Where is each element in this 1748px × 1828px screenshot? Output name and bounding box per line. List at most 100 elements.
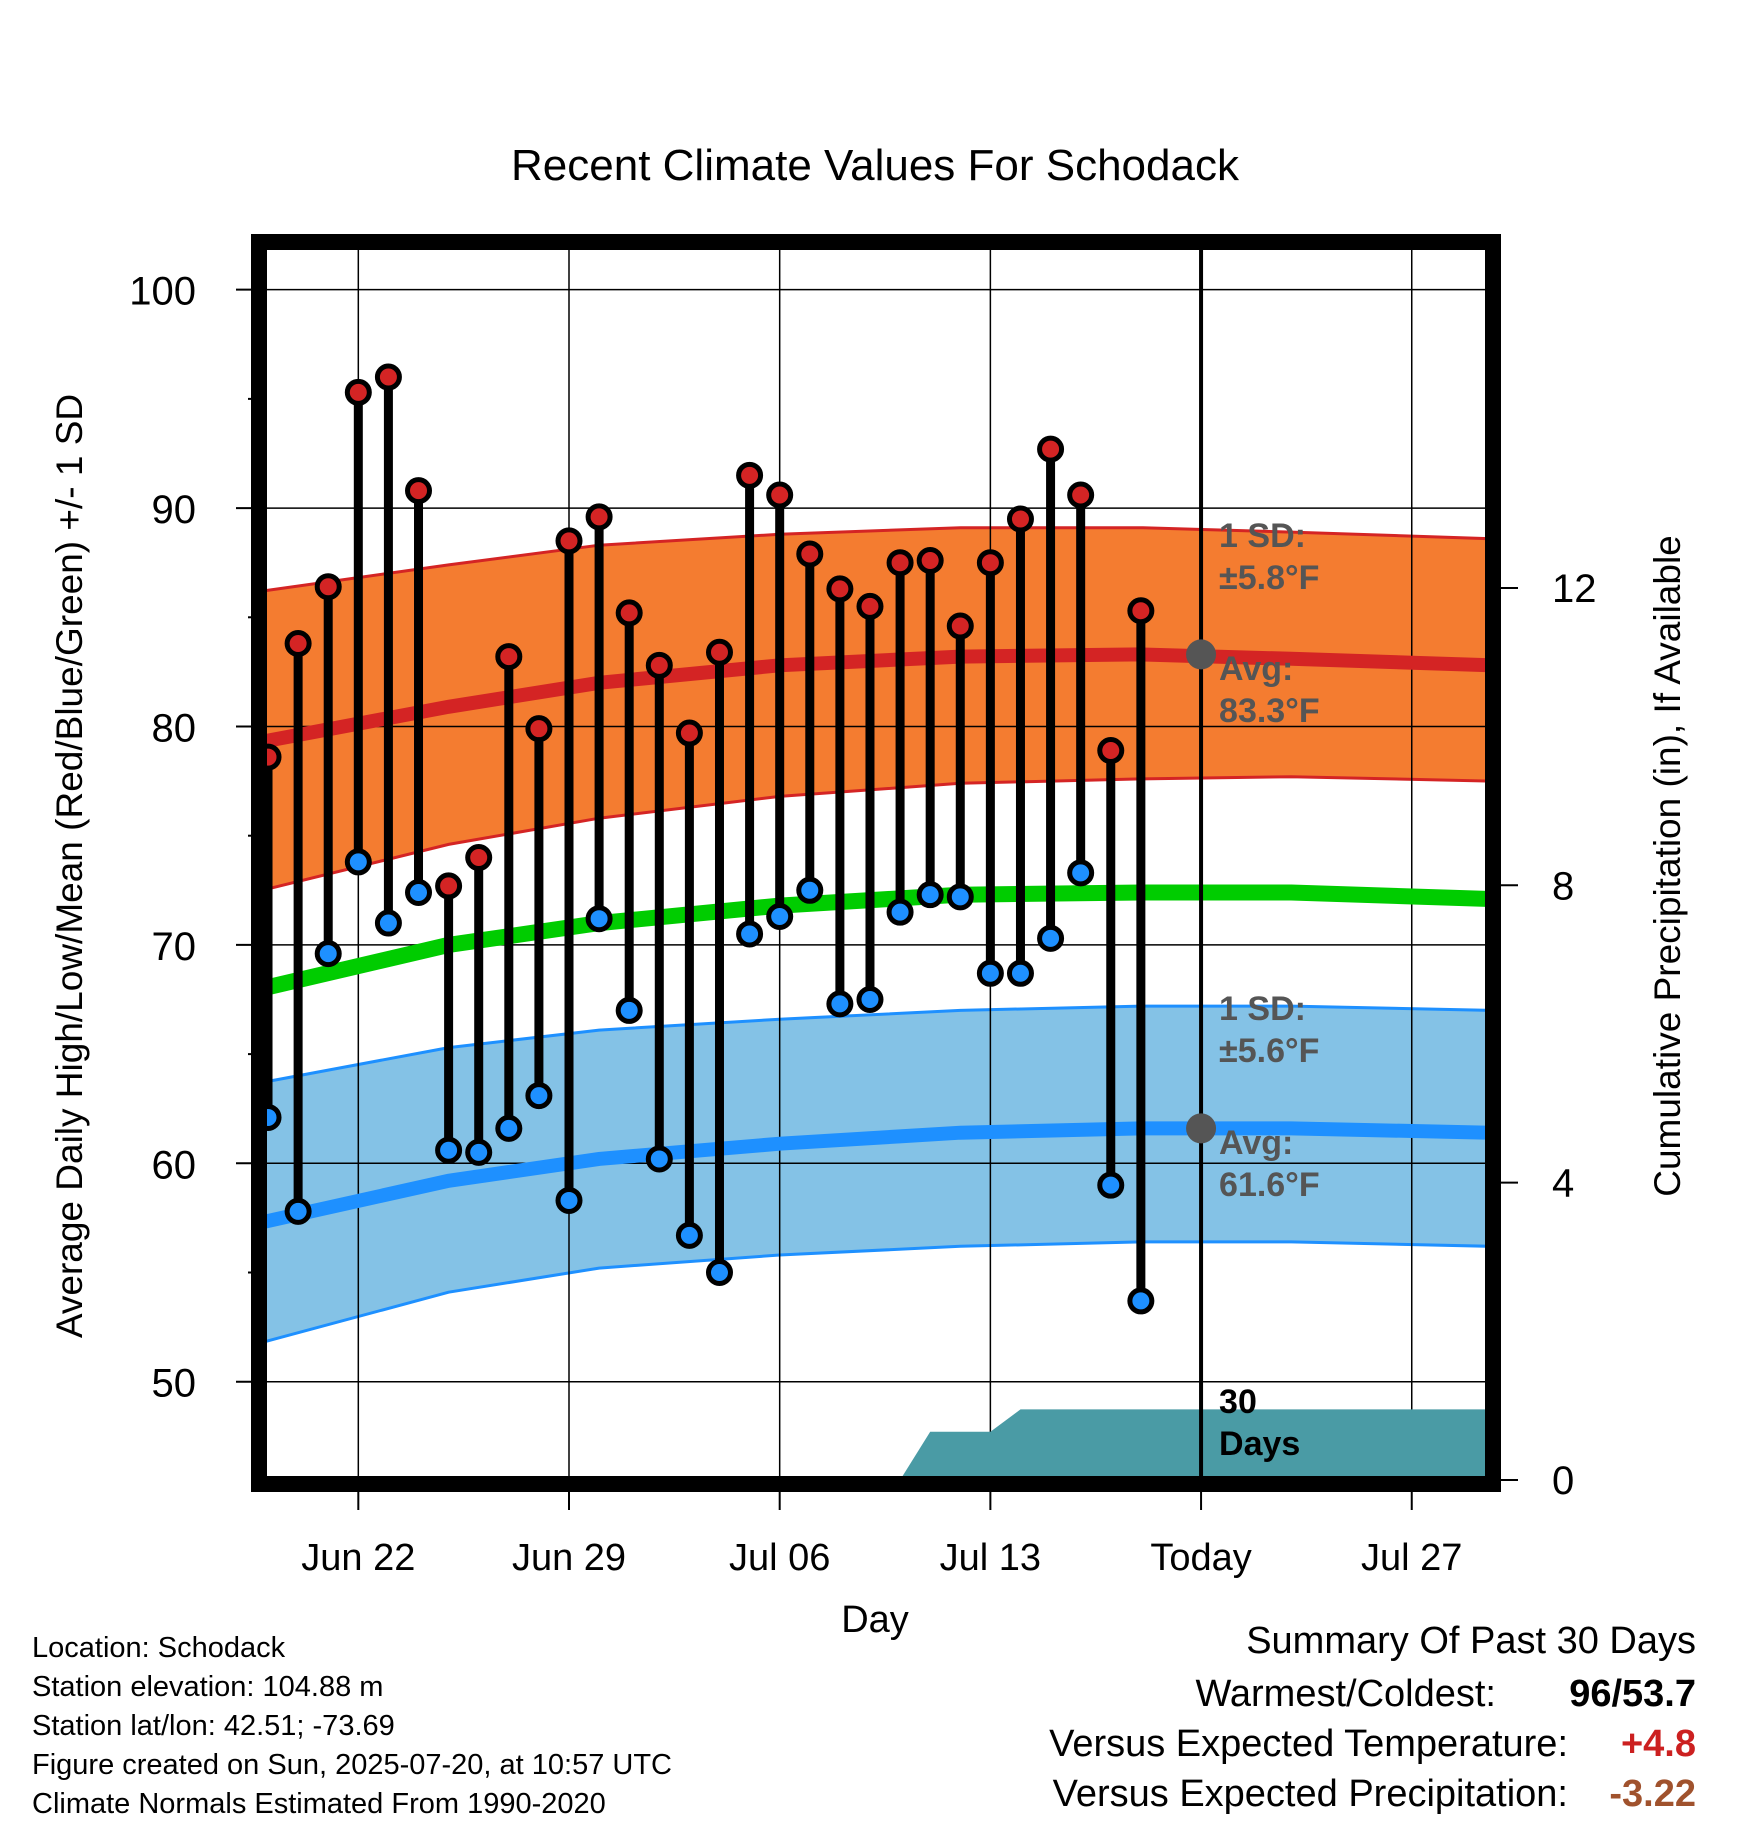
daily-low-point-28 [525,1082,553,1110]
low-avg-marker [1186,1113,1217,1144]
y-tick-label-90: 90 [152,488,197,532]
grid-lines [262,246,1490,1480]
x-tick-label-22: Jun 22 [301,1537,415,1579]
daily-high-point-45 [1037,435,1065,463]
daily-values [254,363,1155,1315]
daily-low-point-36 [766,903,794,931]
daily-high-point-28 [525,715,553,743]
precipitation-area [900,1409,1490,1480]
daily-low-point-22 [344,848,372,876]
low-sd-label-1: 1 SD: [1219,990,1306,1028]
y-tick-label-70: 70 [152,925,197,969]
daily-high-point-39 [856,592,884,620]
daily-low-point-34 [705,1259,733,1287]
daily-low-point-37 [796,876,824,904]
precip-area [900,1409,1490,1480]
info-created: Figure created on Sun, 2025-07-20, at 10… [32,1749,672,1781]
daily-high-point-21 [314,573,342,601]
days-label-1: 30 [1219,1383,1257,1421]
chart-title: Recent Climate Values For Schodack [511,141,1240,190]
summary-warmest-coldest-value: 96/53.7 [1569,1673,1696,1715]
axes: 50 60 70 80 90 100 0 4 8 12 Jun 22 Jun 29 Jul 06 Jul … [129,270,1596,1579]
daily-low-point-35 [736,920,764,948]
x-tick-label-43: Jul 13 [940,1537,1041,1579]
daily-high-point-30 [585,503,613,531]
daily-low-point-40 [886,898,914,926]
daily-low-point-48 [1127,1287,1155,1315]
x-axis-title: Day [841,1599,909,1641]
x-tick-label-50: Today [1150,1537,1251,1579]
daily-low-point-33 [675,1221,703,1249]
info-normals: Climate Normals Estimated From 1990-2020 [32,1788,606,1820]
daily-low-point-26 [465,1138,493,1166]
daily-high-point-43 [976,549,1004,577]
daily-high-point-40 [886,549,914,577]
y-right-tick-label-4: 4 [1552,1162,1574,1206]
daily-high-point-42 [946,612,974,640]
daily-low-point-47 [1097,1171,1125,1199]
annotations: 1 SD: ±5.8°F Avg: 83.3°F 1 SD: ±5.6°F Avg: 61.6… [1186,517,1320,1463]
daily-low-point-44 [1006,959,1034,987]
summary-precip-value: -3.22 [1609,1773,1696,1815]
daily-high-point-29 [555,527,583,555]
high-sd-label-1: 1 SD: [1219,517,1306,555]
daily-high-point-31 [615,599,643,627]
low-sd-label-2: ±5.6°F [1219,1032,1319,1070]
high-avg-marker [1186,639,1217,670]
summary-precip-label: Versus Expected Precipitation: [1052,1773,1568,1815]
daily-high-point-35 [736,461,764,489]
plot-frame [251,234,1501,1492]
daily-high-point-37 [796,540,824,568]
daily-low-point-31 [615,996,643,1024]
daily-low-point-29 [555,1186,583,1214]
summary-warmest-coldest-label: Warmest/Coldest: [1195,1673,1496,1715]
high-avg-label-1: Avg: [1219,650,1293,688]
daily-high-point-27 [495,643,523,671]
info-location: Location: Schodack [32,1632,286,1664]
daily-low-point-20 [284,1197,312,1225]
y-right-axis-title: Cumulative Precipitation (in), If Availa… [1647,535,1688,1197]
daily-high-point-38 [826,575,854,603]
y-right-tick-label-8: 8 [1552,864,1574,908]
daily-low-point-32 [645,1145,673,1173]
y-tick-label-100: 100 [129,270,196,314]
daily-high-point-48 [1127,597,1155,625]
daily-high-point-23 [374,363,402,391]
x-tick-label-29: Jun 29 [512,1537,626,1579]
summary-warmest: 96 [1569,1673,1612,1715]
summary-coldest: 53.7 [1622,1673,1696,1715]
daily-high-point-26 [465,844,493,872]
daily-low-point-27 [495,1114,523,1142]
daily-low-point-39 [856,986,884,1014]
daily-high-point-22 [344,378,372,406]
daily-high-point-33 [675,719,703,747]
daily-high-point-41 [916,547,944,575]
daily-high-point-25 [435,872,463,900]
y-tick-label-60: 60 [152,1143,197,1187]
x-tick-label-57: Jul 27 [1361,1537,1462,1579]
y-axis-title: Average Daily High/Low/Mean (Red/Blue/Gr… [49,394,90,1338]
info-latlon: Station lat/lon: 42.51; -73.69 [32,1710,395,1742]
daily-low-point-25 [435,1136,463,1164]
low-avg-line [260,1121,1491,1230]
daily-low-point-46 [1067,859,1095,887]
daily-low-point-30 [585,905,613,933]
y-tick-label-80: 80 [152,706,197,750]
daily-low-point-42 [946,883,974,911]
daily-low-point-43 [976,959,1004,987]
daily-low-point-41 [916,881,944,909]
days-label-2: Days [1219,1425,1300,1463]
daily-high-point-24 [405,477,433,505]
daily-low-point-24 [405,878,433,906]
info-elevation: Station elevation: 104.88 m [32,1671,384,1703]
plot-border [251,234,1501,1492]
daily-high-point-44 [1006,505,1034,533]
daily-high-point-34 [705,638,733,666]
daily-low-point-23 [374,909,402,937]
y-right-tick-label-12: 12 [1552,567,1597,611]
daily-low-point-45 [1037,924,1065,952]
daily-high-point-36 [766,481,794,509]
daily-high-point-47 [1097,737,1125,765]
summary-temp-label: Versus Expected Temperature: [1049,1723,1568,1765]
